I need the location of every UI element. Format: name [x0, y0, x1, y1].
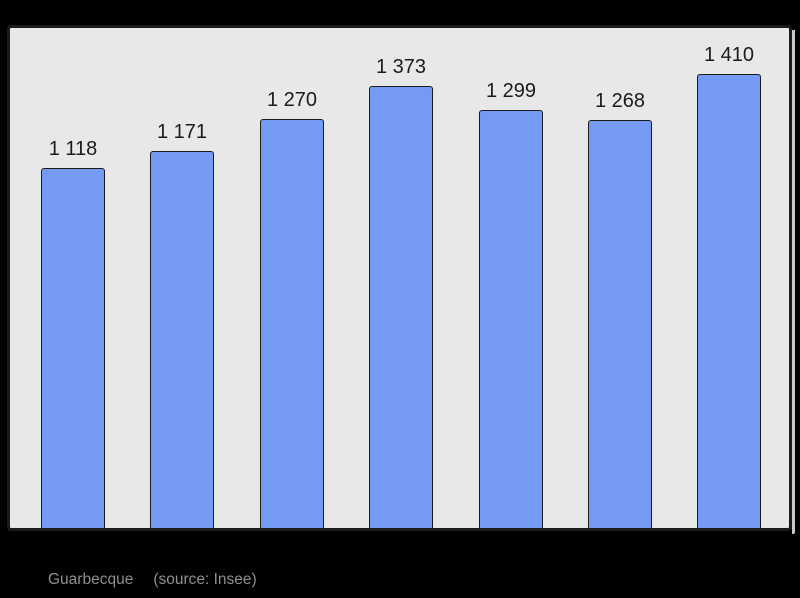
bar: [150, 151, 214, 528]
bar-value-label: 1 268: [594, 90, 646, 112]
bar: [369, 86, 433, 528]
bar-value-label: 1 118: [48, 138, 98, 160]
bar: [41, 168, 105, 528]
bar-value-label: 1 299: [485, 80, 537, 102]
bar: [697, 74, 761, 528]
bar: [260, 119, 324, 528]
bar: [479, 110, 543, 528]
bar: [588, 120, 652, 528]
caption-commune-name: Guarbecque: [48, 571, 134, 588]
chart-panel: 1 118 1 171 1 270 1 373 1 299 1 268 1 410: [7, 25, 795, 534]
bar-value-label: 1 410: [703, 44, 755, 66]
bar-value-label: 1 373: [375, 56, 427, 78]
caption-source-note: (source: Insee): [153, 571, 257, 588]
chart-caption: Guarbecque (source: Insee): [48, 571, 257, 589]
bar-value-label: 1 270: [266, 89, 318, 111]
bar-value-label: 1 171: [156, 121, 208, 143]
plot-area: 1 118 1 171 1 270 1 373 1 299 1 268 1 410: [10, 28, 789, 528]
